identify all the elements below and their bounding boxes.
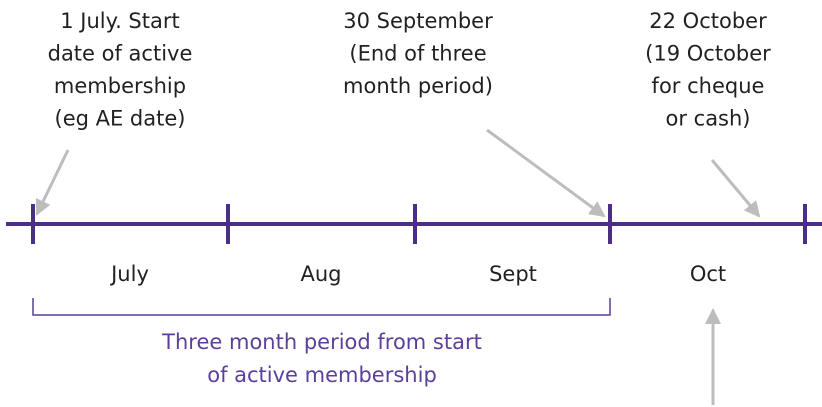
labels: 1 July. Start date of active membership (eg…	[48, 9, 772, 387]
month-label: July	[109, 262, 149, 286]
annotation-text: or cash)	[665, 107, 750, 131]
arrows	[35, 128, 761, 405]
annotation-text: (End of three	[349, 42, 486, 66]
annotation-text: 1 July. Start	[60, 9, 179, 33]
annotation-text: 30 September	[343, 9, 493, 33]
bracket	[32, 298, 611, 316]
month-label: Aug	[300, 262, 341, 286]
timeline	[6, 204, 822, 244]
month-label: Sept	[489, 262, 537, 286]
annotation-text: (19 October	[645, 42, 771, 66]
annotation-text: month period)	[343, 74, 493, 98]
annotation-text: membership	[54, 74, 186, 98]
bracket-label: of active membership	[207, 363, 437, 387]
annotation-text: (eg AE date)	[55, 107, 186, 131]
month-label: Oct	[690, 262, 726, 286]
annotation-text: for cheque	[652, 74, 765, 98]
bracket-label: Three month period from start	[161, 330, 482, 354]
annotation-text: 22 October	[649, 9, 767, 33]
annotation-text: date of active	[48, 42, 193, 66]
